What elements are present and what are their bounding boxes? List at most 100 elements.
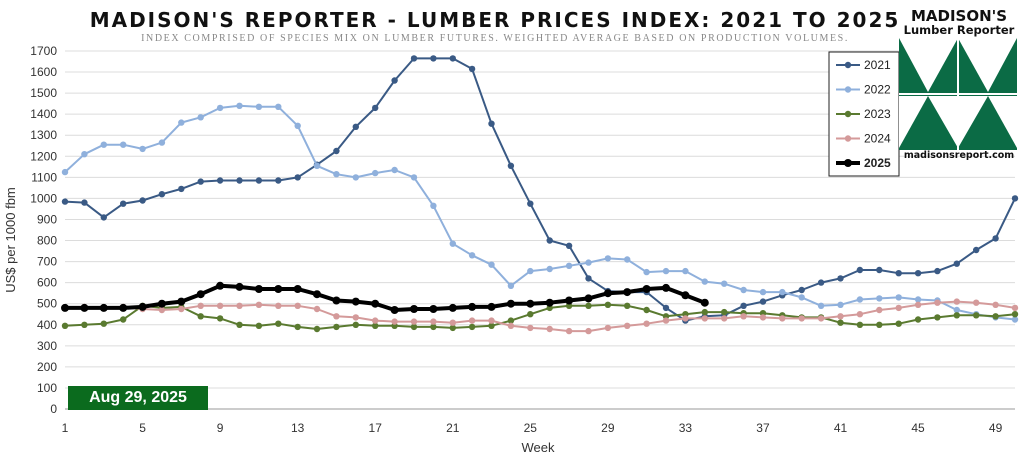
- y-axis-label: US$ per 1000 fbm: [3, 187, 18, 293]
- data-point: [178, 305, 185, 313]
- data-point: [507, 282, 515, 289]
- y-tick-label: 1700: [30, 44, 57, 58]
- data-point: [158, 191, 166, 198]
- legend-label: 2022: [864, 83, 891, 97]
- data-point: [701, 278, 708, 285]
- x-tick-label: 1: [62, 421, 69, 435]
- data-point: [681, 291, 690, 300]
- y-tick-label: 1200: [30, 149, 57, 163]
- gridlines: [65, 50, 1015, 410]
- data-point: [740, 302, 747, 309]
- data-point: [216, 104, 224, 112]
- y-tick-label: 400: [37, 318, 57, 332]
- y-tick-label: 500: [37, 297, 57, 311]
- series-line-2022: [64, 104, 1016, 321]
- legend: 2021 2022 2023 2024 2025: [828, 51, 900, 177]
- data-point: [856, 311, 864, 318]
- data-point: [837, 313, 844, 320]
- data-point: [468, 323, 476, 331]
- legend-item-2022: 2022: [836, 83, 891, 97]
- data-point: [585, 259, 592, 266]
- data-point: [157, 299, 166, 308]
- data-point: [255, 103, 263, 111]
- data-point: [449, 240, 456, 247]
- data-point: [255, 322, 263, 329]
- data-point: [294, 302, 301, 309]
- x-tick-label: 33: [679, 421, 693, 435]
- data-point: [856, 296, 864, 303]
- data-point: [565, 302, 573, 309]
- y-tick-label: 700: [37, 255, 57, 269]
- data-point: [1011, 195, 1019, 202]
- data-point: [197, 178, 204, 185]
- series-line-2025: [65, 283, 706, 312]
- data-point: [197, 302, 204, 309]
- data-point: [643, 320, 650, 327]
- data-point: [333, 171, 340, 178]
- data-point: [759, 314, 767, 321]
- data-point: [546, 237, 553, 244]
- data-point: [624, 256, 631, 263]
- data-point: [643, 268, 650, 276]
- data-point: [410, 323, 418, 331]
- data-point: [313, 305, 321, 313]
- data-point: [313, 290, 321, 299]
- madisons-logo: [899, 38, 1017, 150]
- chart-subtitle: INDEX COMPRISED OF SPECIES MIX ON LUMBER…: [141, 33, 849, 44]
- data-point: [100, 320, 108, 327]
- y-tick-label: 1100: [31, 170, 57, 184]
- data-point: [876, 321, 883, 328]
- data-point: [352, 174, 359, 181]
- data-point: [410, 174, 418, 181]
- data-point: [236, 302, 243, 309]
- data-point: [352, 321, 359, 328]
- data-point: [255, 301, 263, 308]
- data-point: [333, 313, 340, 320]
- data-point: [817, 315, 825, 322]
- data-point: [895, 294, 902, 301]
- data-point: [430, 323, 437, 331]
- data-point: [81, 199, 88, 206]
- data-point: [1011, 316, 1019, 323]
- data-point: [430, 55, 437, 62]
- y-tick-label: 1300: [30, 128, 57, 142]
- data-point: [391, 77, 398, 84]
- data-point: [527, 200, 534, 207]
- series-group: [61, 55, 1019, 335]
- data-point: [197, 114, 204, 121]
- data-point: [817, 302, 825, 309]
- data-point: [410, 305, 418, 313]
- x-tick-label: 17: [369, 421, 383, 435]
- data-point: [721, 308, 728, 316]
- data-point: [953, 312, 960, 319]
- data-point: [682, 267, 689, 275]
- data-point: [449, 319, 456, 326]
- data-point: [934, 267, 941, 275]
- data-point: [817, 279, 825, 286]
- data-point: [662, 304, 670, 312]
- data-point: [430, 202, 437, 209]
- data-point: [565, 262, 573, 269]
- data-point: [177, 297, 186, 306]
- data-point: [565, 327, 573, 335]
- data-point: [275, 177, 282, 184]
- data-point: [61, 198, 69, 205]
- data-point: [178, 185, 185, 193]
- data-point: [333, 323, 340, 331]
- data-point: [61, 322, 69, 329]
- data-point: [196, 290, 205, 299]
- data-point: [973, 299, 980, 306]
- legend-swatch-marker: [844, 159, 852, 167]
- data-point: [294, 174, 301, 181]
- data-point: [488, 317, 495, 324]
- data-point: [468, 65, 476, 73]
- data-point: [721, 315, 728, 322]
- data-point: [487, 302, 496, 311]
- series-line-2024: [64, 300, 1016, 333]
- data-point: [352, 314, 359, 321]
- y-tick-label: 0: [50, 402, 57, 416]
- data-point: [585, 275, 592, 282]
- data-point: [333, 147, 340, 155]
- data-point: [488, 120, 495, 127]
